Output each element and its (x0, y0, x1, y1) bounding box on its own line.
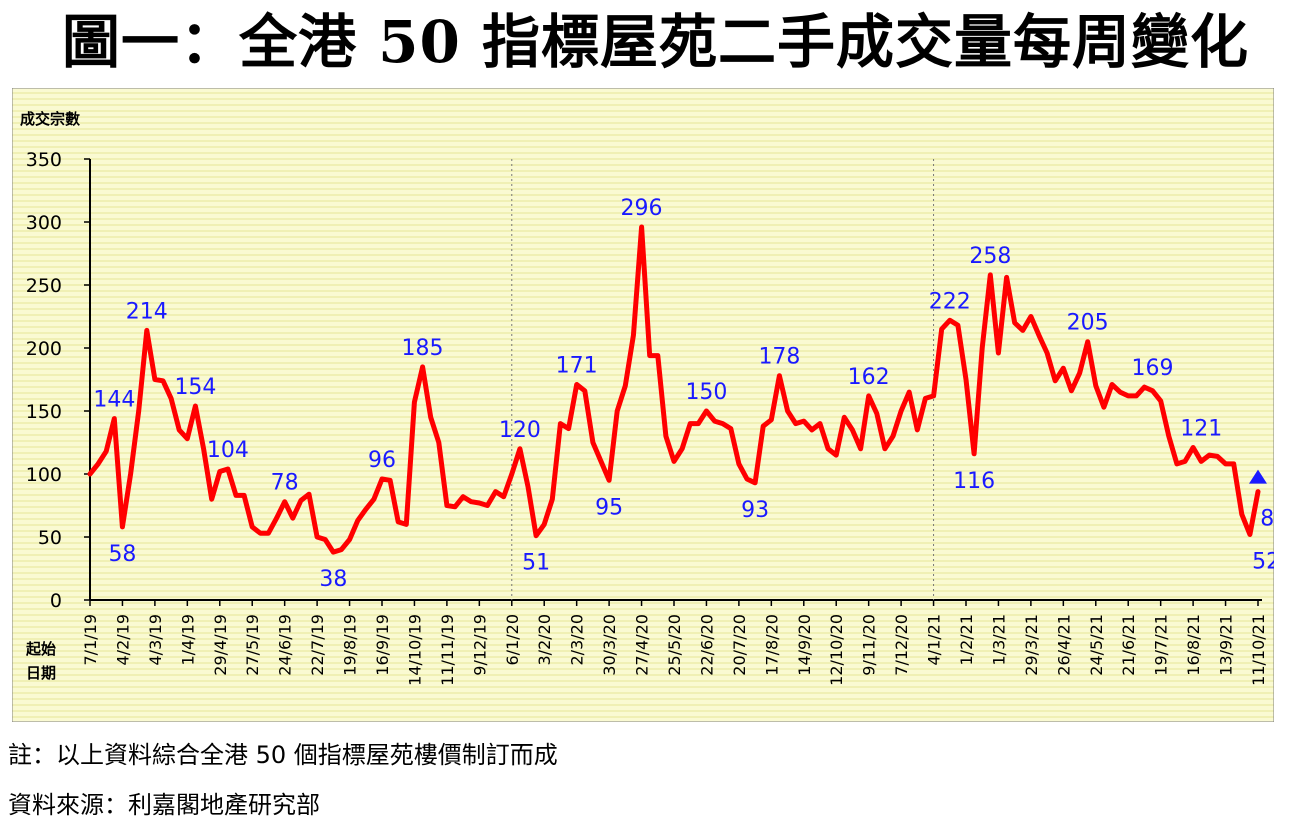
y-tick-label: 150 (26, 401, 62, 423)
data-label: 58 (108, 542, 136, 567)
x-tick-label: 16/9/19 (373, 614, 392, 676)
y-axis-title: 成交宗數 (20, 110, 80, 128)
x-tick-label: 25/5/20 (665, 614, 684, 676)
data-label: 116 (953, 469, 995, 494)
x-tick-label: 9/11/20 (860, 614, 879, 676)
x-tick-label: 16/8/21 (1184, 614, 1203, 676)
x-tick-label: 4/1/21 (925, 614, 944, 666)
x-axis-title-line-2: 日期 (26, 664, 56, 682)
data-label: 205 (1067, 311, 1109, 336)
x-tick-label: 13/9/21 (1217, 614, 1236, 676)
data-label: 171 (556, 354, 598, 379)
data-label: 78 (271, 471, 299, 496)
x-tick-label: 7/1/19 (81, 614, 100, 666)
data-label: 93 (741, 498, 769, 523)
x-tick-label: 24/5/21 (1087, 614, 1106, 676)
y-tick-label: 250 (26, 275, 62, 297)
y-tick-labels: 0 50 100 150 200 250 300 350 (26, 149, 62, 612)
x-tick-label: 30/3/20 (600, 614, 619, 676)
data-label: 86 (1260, 507, 1274, 532)
data-label: 178 (758, 345, 800, 370)
x-tick-label: 3/2/20 (535, 614, 554, 666)
x-tick-label: 22/7/19 (308, 614, 327, 676)
end-marker (1249, 469, 1267, 484)
y-tick-label: 200 (26, 338, 62, 360)
page-title: 圖一：全港 50 指標屋苑二手成交量每周變化 (61, 8, 1250, 76)
x-tick-label: 19/7/21 (1152, 614, 1171, 676)
x-tick-label: 27/5/19 (243, 614, 262, 676)
data-label: 144 (93, 388, 135, 413)
x-tick-label: 2/3/20 (568, 614, 587, 666)
data-label: 162 (848, 365, 890, 390)
x-tick-label: 11/10/21 (1249, 614, 1268, 686)
x-tick-label: 20/7/20 (730, 614, 749, 676)
note-text: 註：以上資料綜合全港 50 個指標屋苑樓價制訂而成 (8, 741, 558, 769)
x-tick-label: 1/3/21 (989, 614, 1008, 666)
x-tick-label: 29/4/19 (211, 614, 230, 676)
data-label: 258 (969, 244, 1011, 269)
chart: 成交宗數 起始 日期 0 50 100 150 200 250 300 350 7/1/19 4… (12, 88, 1274, 722)
x-tick-label: 4/2/19 (113, 614, 132, 666)
x-tick-label: 21/6/21 (1119, 614, 1138, 676)
data-label: 104 (207, 438, 249, 463)
data-label: 296 (621, 196, 663, 221)
data-label: 150 (685, 380, 727, 405)
x-tick-label: 22/6/20 (697, 614, 716, 676)
data-label: 121 (1180, 417, 1222, 442)
x-tick-label: 6/1/20 (503, 614, 522, 666)
x-tick-label: 24/6/19 (276, 614, 295, 676)
data-label: 214 (126, 299, 168, 324)
x-tick-label: 1/4/19 (178, 614, 197, 666)
data-label: 95 (595, 495, 623, 520)
x-tick-label: 26/4/21 (1054, 614, 1073, 676)
y-tick-label: 350 (26, 149, 62, 171)
chart-background (12, 88, 1274, 722)
data-labels: 144 58 214 154 104 78 38 96 185 120 51 171 95 296 150 9… (93, 196, 1274, 592)
y-tick-label: 300 (26, 212, 62, 234)
x-tick-label: 7/12/20 (892, 614, 911, 676)
data-label: 38 (319, 567, 347, 592)
x-tick-label: 17/8/20 (762, 614, 781, 676)
data-label: 169 (1132, 356, 1174, 381)
y-tick-label: 0 (50, 590, 62, 612)
data-label: 185 (402, 336, 444, 361)
data-label: 51 (522, 551, 550, 576)
x-tick-label: 27/4/20 (633, 614, 652, 676)
x-tick-label: 14/10/19 (405, 614, 424, 686)
x-tick-label: 14/9/20 (795, 614, 814, 676)
series-line (87, 224, 1261, 555)
x-tick-label: 29/3/21 (1022, 614, 1041, 676)
x-tick-label: 19/8/19 (341, 614, 360, 676)
data-label: 96 (368, 448, 396, 473)
x-tick-label: 11/11/19 (438, 614, 457, 686)
source-text: 資料來源：利嘉閣地產研究部 (8, 791, 320, 819)
data-label: 154 (174, 375, 216, 400)
x-tick-label: 1/2/21 (957, 614, 976, 666)
x-tick-label: 9/12/19 (470, 614, 489, 676)
x-tick-label: 12/10/20 (827, 614, 846, 686)
axes (84, 158, 1262, 606)
x-tick-labels: 7/1/19 4/2/19 4/3/19 1/4/19 29/4/19 27/5/19 24… (81, 614, 1268, 686)
y-tick-label: 50 (38, 527, 62, 549)
x-axis-title-line-1: 起始 (25, 640, 56, 658)
data-label: 222 (929, 289, 971, 314)
data-label: 120 (499, 418, 541, 443)
data-label: 52 (1252, 549, 1274, 574)
y-tick-label: 100 (26, 464, 62, 486)
x-tick-label: 4/3/19 (146, 614, 165, 666)
